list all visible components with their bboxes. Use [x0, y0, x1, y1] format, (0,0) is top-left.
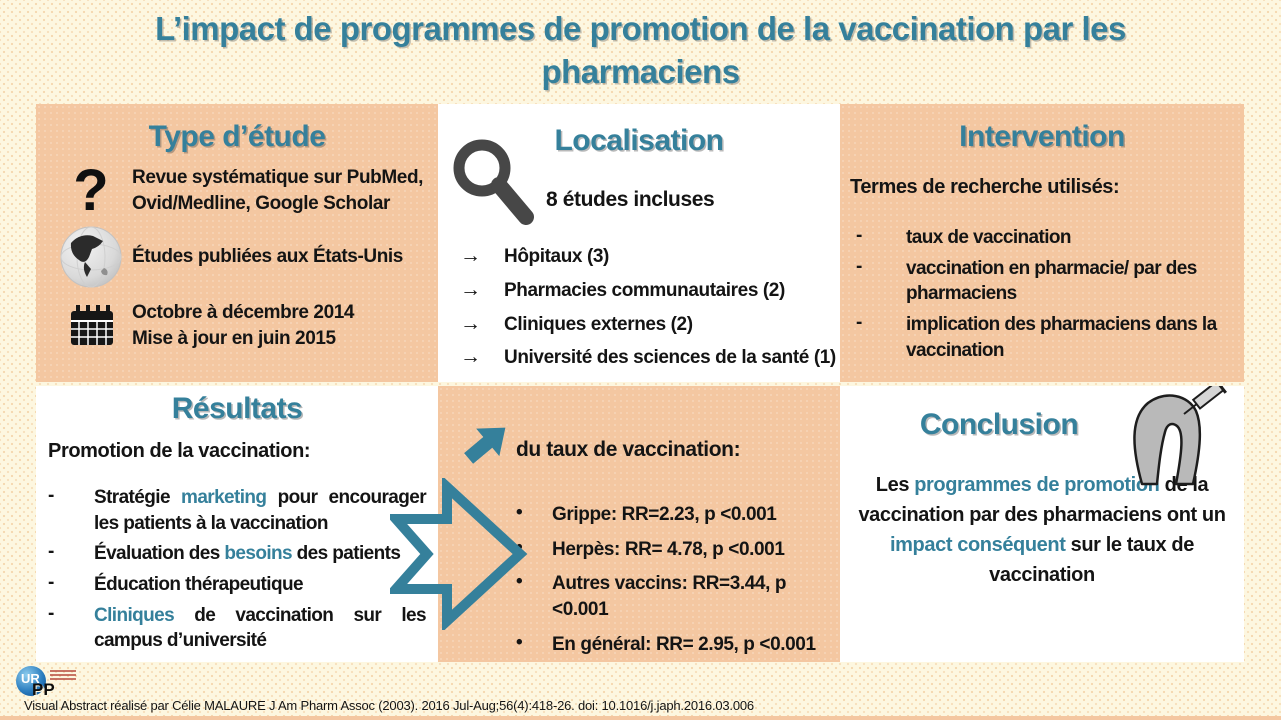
taux-intro: du taux de vaccination:: [516, 438, 741, 461]
list-item: → Cliniques externes (2): [454, 312, 840, 338]
study-type-text: Revue systématique sur PubMed, Ovid/Medl…: [132, 167, 424, 214]
logo-fine-print: [50, 670, 76, 682]
urpp-logo: UR PP: [14, 664, 110, 706]
list-item: - taux de vaccination: [840, 225, 1244, 251]
arrow-right-icon: →: [460, 277, 481, 301]
list-item: - vaccination en pharmacie/ par des phar…: [840, 256, 1244, 307]
resultats-intro: Promotion de la vaccination:: [48, 440, 311, 462]
logo-ur-text: UR: [21, 671, 40, 686]
rr-list: • Grippe: RR=2.23, p <0.001 • Herpès: RR…: [438, 502, 840, 657]
arrow-up-right-icon: [464, 427, 506, 464]
arrow-right-icon: →: [460, 244, 481, 268]
publication-country-text: Études publiées aux États-Unis: [132, 246, 403, 268]
localisation-header: Localisation: [554, 124, 724, 157]
panel-intervention: Intervention Termes de recherche utilisé…: [840, 104, 1244, 382]
list-item: - Stratégie marketing pour encourager le…: [36, 485, 438, 536]
list-item: • Grippe: RR=2.23, p <0.001: [516, 502, 840, 528]
list-item: - implication des pharmaciens dans la va…: [840, 312, 1244, 363]
list-item: → Hôpitaux (3): [454, 244, 840, 270]
resultats-header: Résultats: [171, 392, 303, 425]
page-title: L’impact de programmes de promotion de l…: [155, 10, 1126, 90]
arrow-right-icon: →: [460, 345, 481, 369]
localisation-list: → Hôpitaux (3) → Pharmacies communautair…: [454, 244, 840, 371]
list-item: - Évaluation des besoins des patients: [36, 541, 438, 567]
list-item: → Université des sciences de la santé (1…: [454, 345, 840, 371]
syringe-arm-icon: [1133, 386, 1232, 486]
panel-resultats: Résultats Promotion de la vaccination: -…: [36, 386, 438, 662]
panel-type-etude: Type d’étude ? Revue systématique sur Pu…: [36, 104, 438, 382]
calendar-icon: [71, 304, 113, 345]
bullet-icon: •: [516, 631, 523, 653]
list-item: • Herpès: RR= 4.78, p <0.001: [516, 537, 840, 563]
urpp-logo-globe: UR: [16, 666, 46, 696]
dash-bullet: -: [48, 541, 55, 563]
list-item: - Cliniques de vaccination sur les campu…: [36, 603, 438, 654]
logo-pp-text: PP: [32, 680, 55, 699]
bullet-icon: •: [516, 502, 523, 523]
list-item: - Éducation thérapeutique: [36, 572, 438, 598]
list-item: • En général: RR= 2.95, p <0.001: [516, 632, 840, 658]
study-dates-text: Octobre à décembre 2014 Mise à jour en j…: [132, 302, 355, 349]
panel-localisation: Localisation 8 études incluses → Hôpitau…: [438, 104, 840, 382]
list-item: • Autres vaccins: RR=3.44, p <0.001: [516, 571, 840, 622]
studies-count-text: 8 études incluses: [546, 188, 715, 211]
dash-bullet: -: [856, 255, 863, 277]
dash-bullet: -: [856, 311, 863, 333]
arrow-right-icon: →: [460, 311, 481, 335]
question-mark-icon: ?: [73, 158, 109, 223]
panel-conclusion: Conclusion Les programmes de promotion d…: [840, 386, 1244, 662]
dash-bullet: -: [48, 485, 55, 506]
conclusion-header: Conclusion: [919, 408, 1079, 441]
bottom-border-strip: [0, 716, 1281, 720]
globe-icon: [60, 226, 122, 288]
dash-bullet: -: [48, 571, 55, 593]
panel-taux-vaccination: du taux de vaccination: • Grippe: RR=2.2…: [438, 386, 840, 662]
citation-text: Visual Abstract réalisé par Célie MALAUR…: [24, 698, 754, 713]
list-item: → Pharmacies communautaires (2): [454, 278, 840, 304]
bullet-icon: •: [516, 571, 523, 593]
search-terms-intro: Termes de recherche utilisés:: [850, 176, 1120, 198]
intervention-header: Intervention: [959, 120, 1125, 153]
chevron-arrow-icon: [390, 478, 528, 630]
resultats-list: - Stratégie marketing pour encourager le…: [36, 485, 438, 654]
conclusion-text: Les programmes de promotion de la vaccin…: [858, 474, 1226, 586]
dash-bullet: -: [856, 225, 863, 246]
search-terms-list: - taux de vaccination - vaccination en p…: [840, 225, 1244, 363]
magnifier-icon: [453, 139, 534, 225]
type-etude-header: Type d’étude: [148, 120, 326, 153]
dash-bullet: -: [48, 602, 55, 624]
